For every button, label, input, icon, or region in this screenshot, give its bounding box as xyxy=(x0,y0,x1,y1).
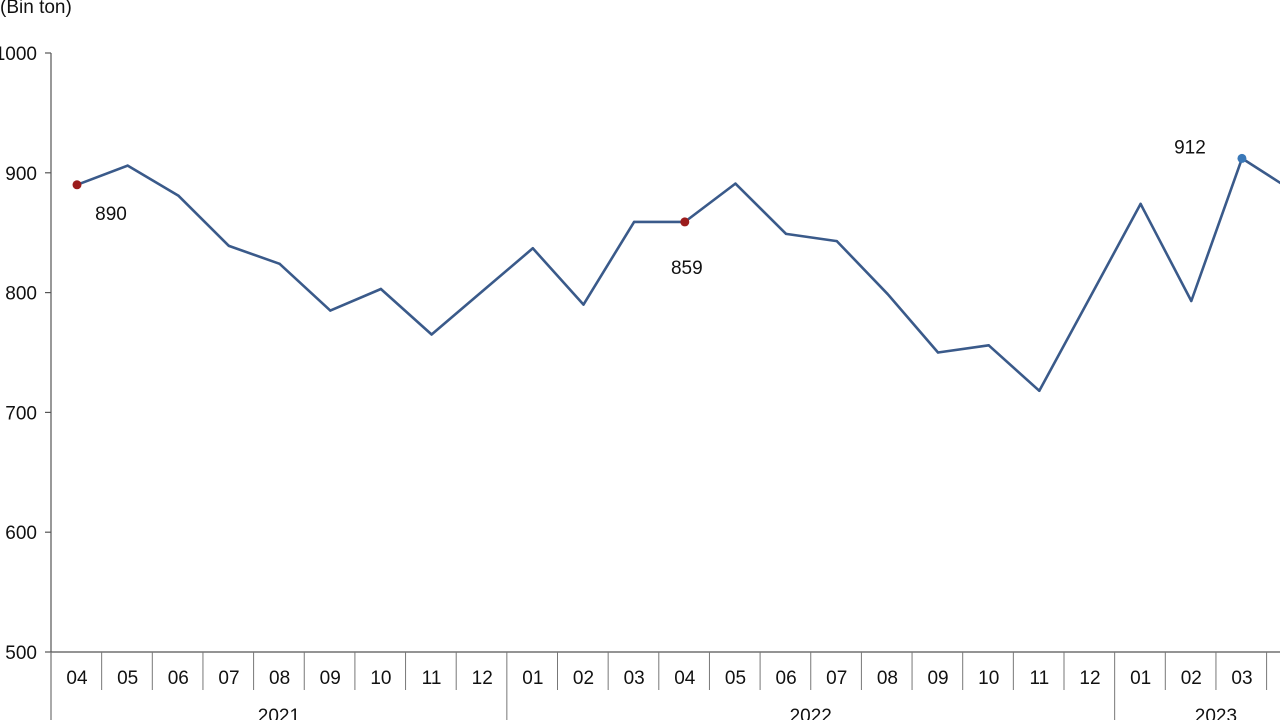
x-tick-label: 11 xyxy=(422,668,442,689)
x-tick-label: 09 xyxy=(927,668,948,689)
data-point xyxy=(379,287,383,291)
data-point xyxy=(1139,202,1142,206)
x-tick-label: 11 xyxy=(1029,668,1049,689)
data-point xyxy=(784,232,788,236)
x-tick-label: 06 xyxy=(168,668,189,689)
x-tick-label: 08 xyxy=(269,668,290,689)
x-tick-label: 04 xyxy=(674,668,696,689)
x-tick-label: 10 xyxy=(370,668,391,689)
y-tick-label: 600 xyxy=(5,523,37,544)
y-tick-label: 1000 xyxy=(0,44,37,65)
x-tick-label: 08 xyxy=(877,668,898,689)
x-tick-label: 05 xyxy=(117,668,138,689)
data-label-layer: 890 859 912 xyxy=(72,137,1247,279)
x-tick-label: 04 xyxy=(66,668,88,689)
data-point xyxy=(734,182,737,185)
x-tick-label: 07 xyxy=(218,668,239,689)
x-tick-label: 09 xyxy=(320,668,341,689)
highlight-marker xyxy=(72,180,82,190)
data-point xyxy=(531,247,535,250)
y-tick-label: 700 xyxy=(5,403,37,424)
data-point xyxy=(582,303,585,306)
data-point xyxy=(1088,296,1092,299)
year-label: 2022 xyxy=(790,706,832,720)
data-point xyxy=(278,262,281,266)
data-point xyxy=(329,309,332,312)
data-point xyxy=(987,344,990,347)
x-tick-label: 02 xyxy=(1181,668,1202,689)
data-point xyxy=(126,164,129,167)
year-label: 2021 xyxy=(258,706,300,720)
data-point xyxy=(1038,389,1041,393)
y-axis-unit-label: (Bin ton) xyxy=(0,0,72,18)
data-point xyxy=(1190,299,1193,303)
x-tick-label: 03 xyxy=(624,668,645,689)
data-point xyxy=(430,333,433,336)
y-tick-label: 500 xyxy=(5,643,37,664)
x-tick-label: 01 xyxy=(522,668,543,689)
x-axis: 04 05 06 07 08 09 10 11 12 01 02 03 04 05 06 07 08 09 10 11… xyxy=(50,651,1280,720)
data-label: 890 xyxy=(95,204,127,225)
x-tick-label: 12 xyxy=(1079,668,1100,689)
y-tick-label: 900 xyxy=(5,164,37,185)
data-label: 912 xyxy=(1174,137,1206,158)
data-point xyxy=(227,244,231,248)
y-axis: 1000 900 800 700 600 500 xyxy=(0,44,52,720)
x-tick-label: 02 xyxy=(573,668,594,689)
data-point xyxy=(481,290,484,293)
y-tick-label: 800 xyxy=(5,284,37,305)
data-point xyxy=(632,220,636,224)
x-tick-label: 03 xyxy=(1231,668,1252,689)
year-label: 2023 xyxy=(1195,706,1237,720)
highlight-marker xyxy=(680,217,690,227)
data-label: 859 xyxy=(671,258,703,279)
x-tick-label: 07 xyxy=(826,668,847,689)
x-tick-label: 05 xyxy=(725,668,746,689)
data-point xyxy=(835,239,838,243)
x-tick-label: 10 xyxy=(978,668,999,689)
data-point xyxy=(936,351,940,354)
highlight-marker xyxy=(1237,153,1247,163)
x-tick-label: 06 xyxy=(776,668,797,689)
data-point xyxy=(177,194,180,197)
data-point xyxy=(886,292,889,295)
x-tick-label: 12 xyxy=(472,668,493,689)
x-tick-label: 01 xyxy=(1130,668,1151,689)
